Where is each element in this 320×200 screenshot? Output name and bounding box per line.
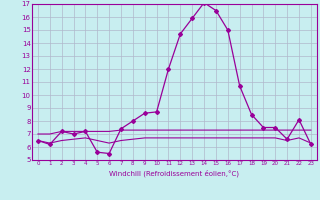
X-axis label: Windchill (Refroidissement éolien,°C): Windchill (Refroidissement éolien,°C) [109,169,239,177]
